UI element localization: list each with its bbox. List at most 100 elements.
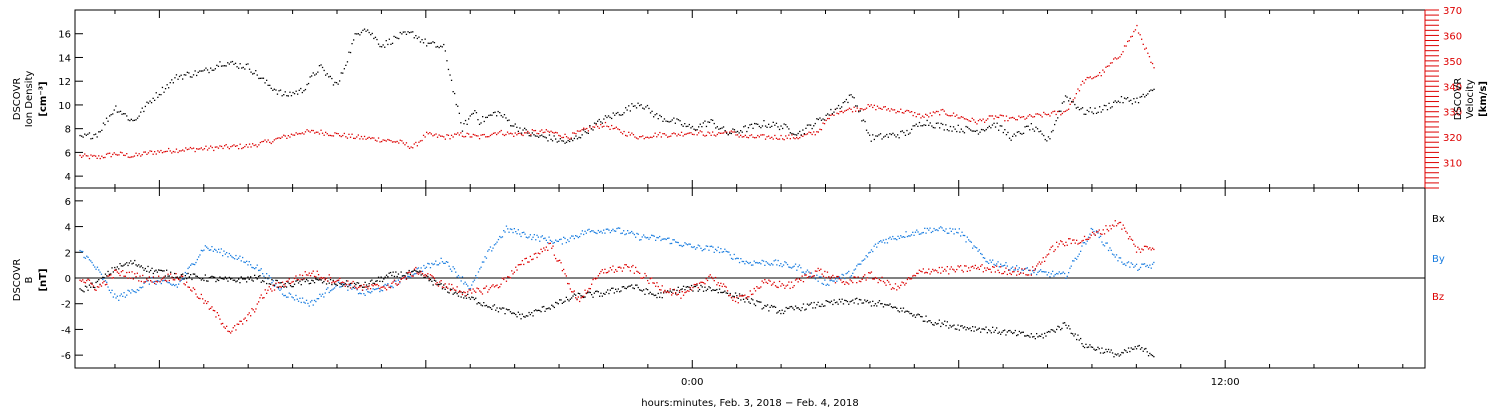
Bz-point — [1024, 268, 1026, 270]
By-point — [605, 228, 607, 230]
Bx-point — [168, 275, 170, 277]
By-point — [391, 285, 393, 287]
Bz-point — [158, 275, 160, 277]
density-point — [1100, 111, 1102, 113]
density-point — [749, 124, 751, 126]
By-point — [564, 237, 566, 240]
Bz-point — [812, 275, 814, 277]
density-point — [553, 135, 555, 137]
Bx-point — [988, 329, 990, 331]
Bz-point — [720, 282, 722, 284]
density-point — [109, 115, 111, 117]
velocity-point — [628, 131, 630, 133]
Bx-point — [721, 291, 723, 294]
velocity-point — [505, 133, 507, 136]
Bx-point — [258, 275, 260, 278]
density-point — [721, 127, 723, 129]
Bz-point — [309, 275, 312, 277]
velocity-point — [191, 148, 193, 150]
Bx-point — [375, 280, 377, 282]
By-point — [1041, 271, 1043, 273]
density-point — [1054, 123, 1056, 126]
velocity-point — [1113, 58, 1115, 60]
Bz-point — [194, 288, 196, 291]
velocity-point — [188, 148, 190, 150]
velocity-point — [422, 134, 425, 136]
Bz-point — [1122, 224, 1124, 226]
density-point — [1019, 132, 1022, 135]
Bz-point — [104, 284, 107, 286]
density-point — [1004, 129, 1006, 131]
Bz-point — [1099, 233, 1102, 235]
velocity-point — [1095, 75, 1098, 78]
By-point — [688, 243, 690, 245]
velocity-point — [225, 144, 227, 146]
By-point — [1153, 261, 1155, 264]
Bz-point — [730, 297, 733, 299]
Bx-point — [409, 274, 412, 276]
Bz-point — [92, 285, 95, 287]
density-point — [225, 65, 227, 67]
Bz-point — [1042, 257, 1044, 259]
Bx-point — [746, 298, 749, 300]
By-point — [684, 242, 686, 244]
density-point — [90, 138, 92, 140]
Bx-point — [238, 278, 240, 280]
Bz-point — [794, 279, 797, 281]
density-point — [239, 63, 241, 65]
density-point — [390, 43, 392, 45]
velocity-point — [873, 104, 875, 106]
Bz-point — [119, 274, 121, 277]
velocity-point — [1008, 117, 1011, 119]
velocity-point — [90, 154, 92, 156]
Bx-point — [441, 288, 444, 290]
Bz-point — [463, 291, 465, 293]
Bz-point — [608, 270, 610, 272]
density-point — [1032, 128, 1034, 130]
Bz-point — [704, 283, 706, 285]
Bz-point — [1040, 263, 1042, 265]
Bz-point — [663, 291, 665, 293]
velocity-point — [373, 137, 375, 139]
Bx-point — [617, 288, 619, 290]
velocity-point — [738, 136, 740, 138]
Bx-point — [941, 322, 943, 324]
Bx-point — [270, 283, 272, 285]
Bz-point — [214, 310, 216, 312]
By-point — [385, 284, 388, 287]
density-point — [718, 128, 720, 130]
Bz-point — [749, 290, 751, 292]
Bz-point — [937, 271, 939, 274]
velocity-point — [1057, 110, 1059, 113]
By-point — [335, 285, 337, 287]
Bz-point — [774, 285, 777, 287]
density-point — [287, 95, 289, 97]
Bx-point — [264, 277, 266, 279]
By-point — [913, 234, 915, 236]
Bz-point — [517, 264, 519, 266]
Bx-point — [667, 290, 669, 292]
By-point — [316, 298, 318, 300]
Bz-point — [706, 279, 709, 282]
By-point — [299, 297, 301, 299]
density-point — [307, 82, 310, 85]
velocity-point — [680, 131, 683, 133]
By-point — [559, 238, 561, 241]
By-point — [833, 280, 835, 282]
Bx-point — [1125, 350, 1127, 352]
Bz-point — [717, 282, 719, 284]
velocity-ylabel-line3: [km/s] — [1478, 81, 1489, 117]
By-point — [252, 267, 254, 269]
Bx-point — [954, 328, 956, 330]
velocity-point — [1012, 116, 1014, 119]
density-point — [820, 119, 823, 121]
By-point — [826, 283, 829, 285]
velocity-point — [990, 115, 992, 117]
Bx-point — [881, 303, 883, 305]
Bx-point — [856, 297, 858, 299]
By-point — [204, 245, 206, 247]
velocity-point — [1064, 110, 1067, 112]
Bx-point — [976, 329, 978, 331]
By-point — [961, 231, 963, 233]
Bz-point — [893, 288, 895, 290]
